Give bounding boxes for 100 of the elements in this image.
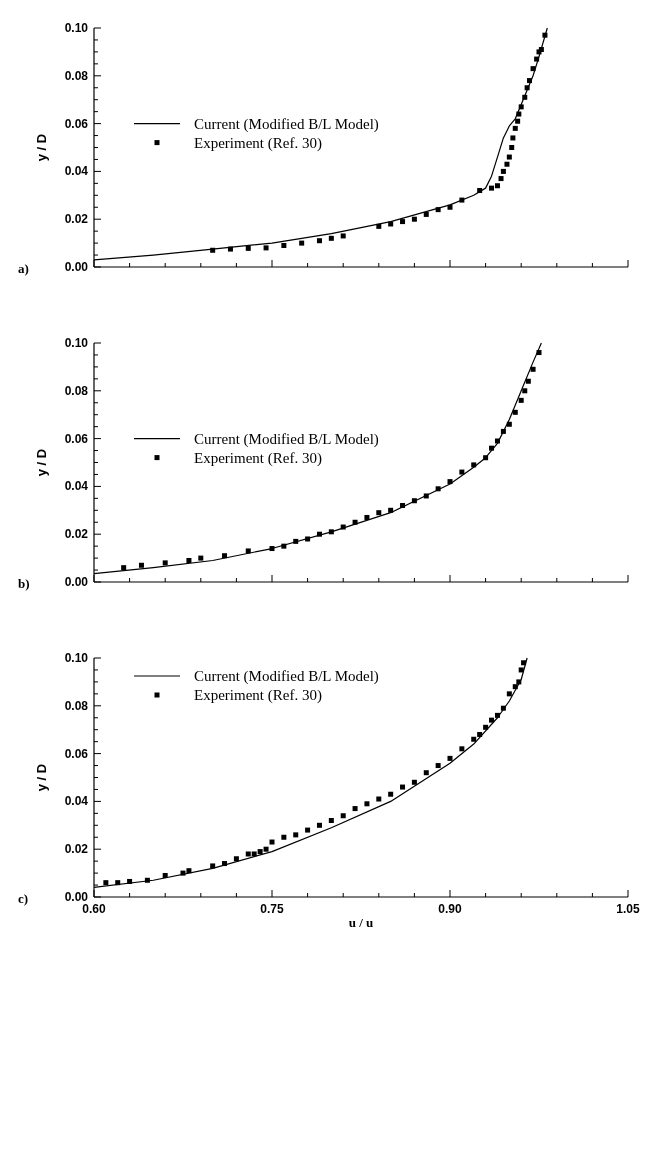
point — [459, 197, 465, 203]
point — [328, 529, 334, 535]
point — [227, 246, 233, 252]
point — [494, 183, 500, 189]
point — [222, 861, 228, 867]
point — [521, 660, 527, 666]
point — [542, 32, 548, 38]
y-tick-label: 0.02 — [64, 212, 89, 227]
point — [518, 397, 524, 403]
y-tick-label: 0.08 — [64, 68, 89, 83]
point — [489, 445, 495, 451]
point — [512, 125, 518, 131]
point — [352, 519, 358, 525]
point — [210, 247, 216, 253]
point — [518, 667, 524, 673]
point — [162, 872, 168, 878]
point — [115, 880, 121, 886]
point — [471, 736, 477, 742]
y-tick-label: 0.04 — [64, 164, 89, 179]
point — [447, 479, 453, 485]
point — [515, 118, 521, 124]
point — [494, 438, 500, 444]
text: a) — [18, 261, 29, 276]
point — [530, 66, 536, 72]
point — [536, 350, 542, 356]
y-tick-label: 0.02 — [64, 527, 89, 542]
legend-label: Current (Modified B/L Model) — [194, 115, 379, 133]
point — [364, 514, 370, 520]
point — [144, 877, 150, 883]
point — [435, 486, 441, 492]
point — [447, 755, 453, 761]
point — [506, 154, 512, 160]
point — [186, 868, 192, 874]
point — [233, 856, 239, 862]
point — [245, 548, 251, 554]
point — [388, 221, 394, 227]
point — [435, 763, 441, 769]
y-tick-label: 0.00 — [64, 575, 89, 589]
point — [411, 779, 417, 785]
point — [340, 233, 346, 239]
point — [525, 378, 531, 384]
point — [530, 366, 536, 372]
y-tick-label: 0.08 — [64, 698, 89, 713]
point — [127, 878, 133, 884]
point — [483, 724, 489, 730]
legend-label: Experiment (Ref. 30) — [194, 134, 322, 152]
point — [281, 242, 287, 248]
point — [498, 176, 504, 182]
y-axis-title: y / D — [34, 448, 49, 477]
point — [138, 562, 144, 568]
point — [257, 849, 263, 855]
point — [423, 493, 429, 499]
point — [222, 553, 228, 559]
point — [518, 104, 524, 110]
point — [522, 388, 528, 394]
point — [411, 216, 417, 222]
point — [423, 770, 429, 776]
y-axis-title: y / D — [34, 763, 49, 792]
point — [483, 455, 489, 461]
point — [524, 85, 530, 91]
point — [316, 238, 322, 244]
y-tick-label: 0.04 — [64, 479, 89, 494]
point — [281, 834, 287, 840]
point — [512, 409, 518, 415]
y-tick-label: 0.00 — [64, 890, 89, 904]
point — [328, 235, 334, 241]
y-tick-label: 0.00 — [64, 260, 89, 274]
point — [516, 111, 522, 117]
point — [376, 223, 382, 229]
point — [400, 219, 406, 225]
point — [293, 538, 299, 544]
point — [489, 185, 495, 191]
point — [471, 462, 477, 468]
point — [316, 531, 322, 537]
y-tick-label: 0.10 — [64, 21, 89, 35]
text: c) — [18, 891, 29, 906]
point — [180, 870, 186, 876]
point — [162, 560, 168, 566]
x-tick-label: 0.90 — [438, 902, 462, 916]
point — [376, 510, 382, 516]
point — [364, 801, 370, 807]
point — [510, 135, 516, 141]
legend-label: Experiment (Ref. 30) — [194, 687, 322, 704]
y-tick-label: 0.06 — [64, 431, 89, 446]
legend-label: Current (Modified B/L Model) — [194, 668, 379, 685]
point — [299, 240, 305, 246]
point — [316, 822, 322, 828]
y-tick-label: 0.06 — [64, 116, 89, 131]
point — [534, 56, 540, 62]
point — [305, 536, 311, 542]
point — [121, 565, 127, 571]
point — [263, 846, 269, 852]
point — [245, 851, 251, 857]
x-tick-label: 1.05 — [616, 902, 640, 916]
y-tick-label: 0.10 — [64, 651, 89, 665]
point — [388, 791, 394, 797]
point — [263, 245, 269, 251]
point — [500, 428, 506, 434]
point — [269, 839, 275, 845]
y-tick-label: 0.02 — [64, 842, 89, 857]
